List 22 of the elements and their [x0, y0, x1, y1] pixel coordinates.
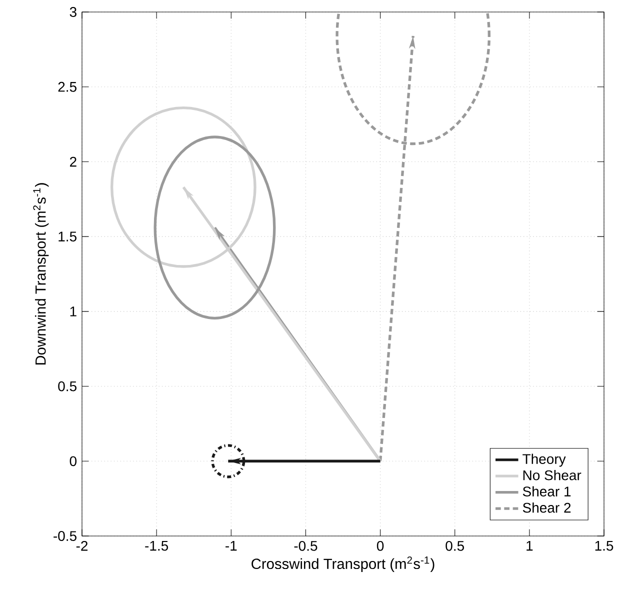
x-tick-label: 1 — [526, 540, 533, 551]
y-tick-label: 1 — [70, 306, 76, 316]
legend-label: Shear 1 — [522, 486, 571, 496]
x-tick-label: 1.5 — [595, 540, 614, 551]
y-axis-title: Downwind Transport (m$^{2}$s$^{-1}$) — [33, 183, 49, 365]
x-tick-label: -2 — [76, 540, 88, 551]
x-tick-label: 0 — [376, 540, 384, 551]
y-tick-label: 0 — [70, 456, 77, 466]
x-tick-label: -0.5 — [294, 540, 318, 551]
y-tick-label: 2.5 — [58, 82, 76, 92]
x-axis-title: Crosswind Transport (m$^{2}$s$^{-1}$) — [252, 556, 434, 572]
x-tick-label: 0.5 — [446, 540, 464, 551]
y-tick-label: 3 — [70, 7, 76, 17]
legend-label: Theory — [522, 454, 566, 467]
x-tick-label: -1.5 — [145, 540, 168, 551]
legend-label: No Shear — [523, 470, 582, 480]
y-tick-label: -0.5 — [54, 531, 76, 541]
x-tick-label: -1 — [226, 540, 237, 551]
y-tick-label: 1.5 — [58, 232, 76, 242]
legend-label: Shear 2 — [522, 502, 571, 513]
y-tick-label: 2 — [70, 156, 76, 167]
y-tick-label: 0.5 — [58, 381, 76, 392]
